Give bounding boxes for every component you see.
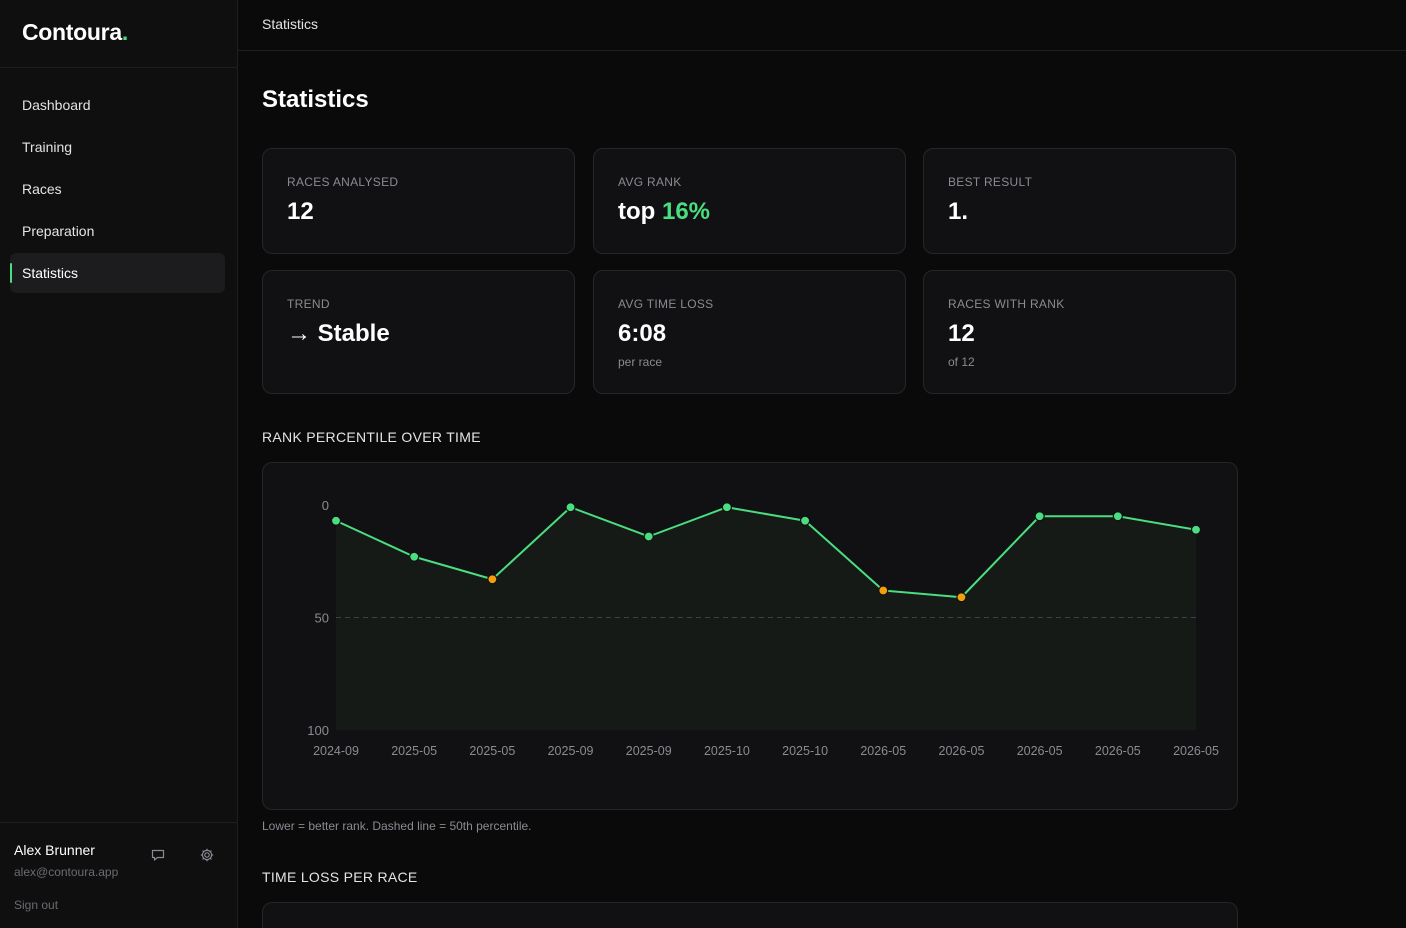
rank-chart: 0 50 100 2024-09 2025-05 2025-05 2025-09 2025-0… — [307, 498, 1219, 758]
rank-chart-caption: Lower = better rank. Dashed line = 50th … — [262, 819, 532, 833]
sidebar-nav: Dashboard Training Races Preparation Sta… — [10, 85, 225, 295]
stat-label: RACES WITH RANK — [948, 297, 1065, 311]
stat-label: AVG RANK — [618, 175, 682, 189]
chart-point — [1034, 511, 1045, 522]
brand-logo[interactable]: Contoura. — [0, 0, 237, 68]
stat-card-avg-time-loss: AVG TIME LOSS 6:08 per race — [593, 270, 906, 394]
x-tick-label: 2025-10 — [704, 744, 750, 758]
time-loss-chart-container — [262, 902, 1238, 928]
stat-value: 12 — [287, 198, 314, 225]
time-loss-chart-title: TIME LOSS PER RACE — [262, 869, 418, 885]
y-tick-label: 50 — [315, 611, 329, 626]
stat-card-avg-rank: AVG RANK top 16% — [593, 148, 906, 254]
sidebar-item-label: Preparation — [22, 223, 95, 239]
trend-value: Stable — [317, 320, 390, 347]
stat-label: BEST RESULT — [948, 175, 1033, 189]
stat-value-number: 16% — [661, 198, 711, 225]
sidebar-item-training[interactable]: Training — [10, 127, 225, 167]
stat-label: TREND — [287, 297, 330, 311]
x-tick-label: 2025-05 — [391, 744, 437, 758]
chart-point — [643, 531, 654, 542]
x-tick-label: 2025-09 — [548, 744, 594, 758]
brand-dot: . — [121, 19, 128, 45]
x-tick-label: 2025-05 — [469, 744, 515, 758]
chart-area-fill — [336, 507, 1196, 730]
x-tick-label: 2026-05 — [860, 744, 906, 758]
chart-point — [1190, 524, 1202, 535]
sign-out-link[interactable]: Sign out — [14, 898, 59, 912]
sidebar-item-races[interactable]: Races — [10, 169, 225, 209]
chart-point — [409, 551, 420, 562]
stat-value: → Stable — [287, 320, 390, 348]
chat-icon[interactable] — [150, 847, 166, 863]
stat-value: 6:08 — [618, 320, 667, 347]
stat-card-best-result: BEST RESULT 1. — [923, 148, 1236, 254]
sidebar-item-label: Training — [22, 139, 73, 155]
sidebar-item-label: Statistics — [22, 265, 79, 281]
stat-value: top 16% — [618, 198, 710, 226]
stat-value: 1. — [948, 198, 969, 225]
brand-name: Contoura — [22, 19, 122, 45]
chart-point — [487, 574, 498, 585]
user-email: alex@contoura.app — [14, 865, 119, 879]
stat-sub: per race — [618, 355, 663, 369]
x-tick-label: 2024-09 — [313, 744, 359, 758]
sidebar-item-statistics[interactable]: Statistics — [10, 253, 225, 293]
chart-point — [878, 585, 889, 596]
user-panel: Alex Brunner alex@contoura.app Sign out — [0, 822, 237, 928]
stat-value-prefix: top — [618, 198, 656, 225]
arrow-right-icon: → — [287, 320, 311, 347]
sidebar-item-preparation[interactable]: Preparation — [10, 211, 225, 251]
page-title: Statistics — [262, 86, 369, 113]
sidebar-item-label: Dashboard — [22, 97, 91, 113]
rank-chart-title: RANK PERCENTILE OVER TIME — [262, 429, 481, 445]
chart-point — [565, 502, 576, 513]
x-tick-label: 2026-05 — [1173, 744, 1219, 758]
user-name: Alex Brunner — [14, 842, 95, 858]
y-tick-label: 100 — [307, 723, 329, 738]
x-tick-label: 2025-09 — [626, 744, 672, 758]
x-tick-label: 2026-05 — [1095, 744, 1141, 758]
x-tick-label: 2026-05 — [1017, 744, 1063, 758]
topbar: Statistics — [238, 0, 1406, 51]
x-tick-label: 2025-10 — [782, 744, 828, 758]
stat-card-races-analysed: RACES ANALYSED 12 — [262, 148, 575, 254]
y-tick-label: 0 — [322, 498, 329, 513]
chart-point — [721, 502, 733, 513]
stat-label: AVG TIME LOSS — [618, 297, 714, 311]
chart-point — [799, 515, 811, 526]
rank-chart-container: 0 50 100 2024-09 2025-05 2025-05 2025-09 2025-0… — [262, 462, 1238, 810]
x-tick-label: 2026-05 — [939, 744, 985, 758]
stat-value: 12 — [948, 320, 975, 347]
stat-label: RACES ANALYSED — [287, 175, 399, 189]
breadcrumb: Statistics — [262, 16, 319, 32]
stat-sub: of 12 — [948, 355, 975, 369]
sidebar-item-dashboard[interactable]: Dashboard — [10, 85, 225, 125]
chart-series-line — [335, 506, 1197, 599]
sidebar: Contoura. Dashboard Training Races Prepa… — [0, 0, 238, 928]
stat-card-trend: TREND → Stable — [262, 270, 575, 394]
sidebar-item-label: Races — [22, 181, 62, 197]
gear-icon[interactable] — [199, 847, 215, 863]
chart-point — [956, 592, 967, 603]
chart-point — [330, 515, 342, 526]
chart-point — [1112, 511, 1123, 522]
stat-card-races-with-rank: RACES WITH RANK 12 of 12 — [923, 270, 1236, 394]
